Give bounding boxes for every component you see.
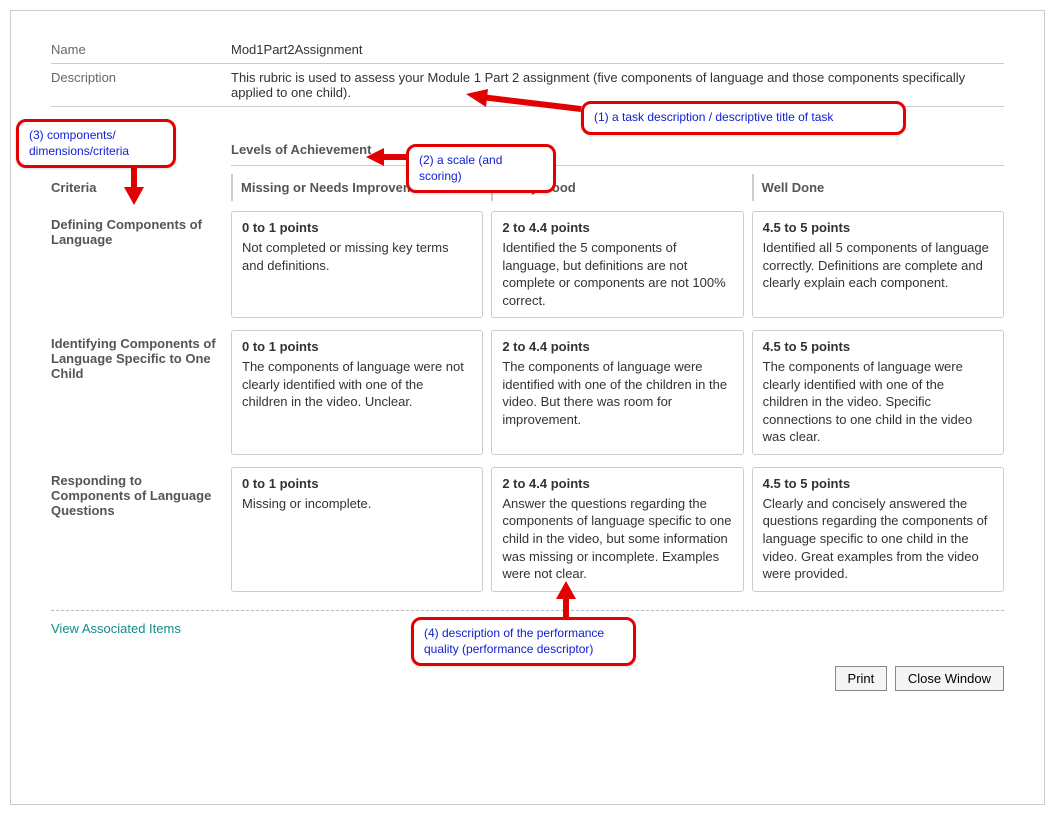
criterion-label: Identifying Components of Language Speci… [51,330,231,455]
cell-points: 0 to 1 points [242,220,472,235]
cell-points: 4.5 to 5 points [763,339,993,354]
cell-points: 2 to 4.4 points [502,220,732,235]
cell-description: Answer the questions regarding the compo… [502,495,732,583]
print-button[interactable]: Print [835,666,888,691]
cells-group: 0 to 1 points Missing or incomplete. 2 t… [231,467,1004,592]
cell-description: Identified all 5 components of language … [763,239,993,292]
name-row: Name Mod1Part2Assignment [51,36,1004,64]
annotation-callout-1: (1) a task description / descriptive tit… [581,101,906,135]
cell-description: The components of language were not clea… [242,358,472,411]
level-header-3: Well Done [752,174,1004,201]
cells-group: 0 to 1 points Not completed or missing k… [231,211,1004,318]
divider [51,610,1004,611]
level-headers-group: Missing or Needs Improvement Pretty Good… [231,174,1004,201]
rubric-cell: 0 to 1 points Not completed or missing k… [231,211,483,318]
button-row: Print Close Window [51,666,1004,691]
cell-description: Clearly and concisely answered the quest… [763,495,993,583]
cell-points: 2 to 4.4 points [502,476,732,491]
rubric-cell: 4.5 to 5 points Identified all 5 compone… [752,211,1004,318]
annotation-arrow-4-icon [551,581,581,621]
rubric-page: Name Mod1Part2Assignment Description Thi… [10,10,1045,805]
rubric-row: Defining Components of Language 0 to 1 p… [51,211,1004,318]
annotation-callout-4: (4) description of the performance quali… [411,617,636,666]
criterion-label: Responding to Components of Language Que… [51,467,231,592]
annotation-arrow-1-icon [466,89,586,119]
view-associated-items-link[interactable]: View Associated Items [51,621,181,636]
cells-group: 0 to 1 points The components of language… [231,330,1004,455]
name-value: Mod1Part2Assignment [231,42,1004,57]
rubric-cell: 0 to 1 points The components of language… [231,330,483,455]
annotation-callout-3: (3) components/ dimensions/criteria [16,119,176,168]
cell-points: 0 to 1 points [242,339,472,354]
cell-description: The components of language were clearly … [763,358,993,446]
cell-points: 4.5 to 5 points [763,220,993,235]
annotation-callout-2: (2) a scale (and scoring) [406,144,556,193]
criterion-label: Defining Components of Language [51,211,231,318]
rubric-cell: 0 to 1 points Missing or incomplete. [231,467,483,592]
levels-of-achievement-header: Levels of Achievement [231,142,1004,166]
rubric-row: Identifying Components of Language Speci… [51,330,1004,455]
rubric-cell: 2 to 4.4 points Answer the questions reg… [491,467,743,592]
cell-description: The components of language were identifi… [502,358,732,428]
rubric-row: Responding to Components of Language Que… [51,467,1004,592]
cell-description: Not completed or missing key terms and d… [242,239,472,274]
annotation-arrow-3-icon [119,163,149,208]
rubric-cell: 2 to 4.4 points Identified the 5 compone… [491,211,743,318]
cell-points: 4.5 to 5 points [763,476,993,491]
description-label: Description [51,70,231,100]
name-label: Name [51,42,231,57]
rubric-section: Levels of Achievement Criteria Missing o… [51,142,1004,592]
cell-description: Missing or incomplete. [242,495,472,513]
rubric-cell: 4.5 to 5 points The components of langua… [752,330,1004,455]
cell-points: 0 to 1 points [242,476,472,491]
cell-points: 2 to 4.4 points [502,339,732,354]
close-window-button[interactable]: Close Window [895,666,1004,691]
annotation-arrow-2-icon [366,146,411,168]
rubric-cell: 2 to 4.4 points The components of langua… [491,330,743,455]
rubric-cell: 4.5 to 5 points Clearly and concisely an… [752,467,1004,592]
description-value: This rubric is used to assess your Modul… [231,70,1004,100]
cell-description: Identified the 5 components of language,… [502,239,732,309]
